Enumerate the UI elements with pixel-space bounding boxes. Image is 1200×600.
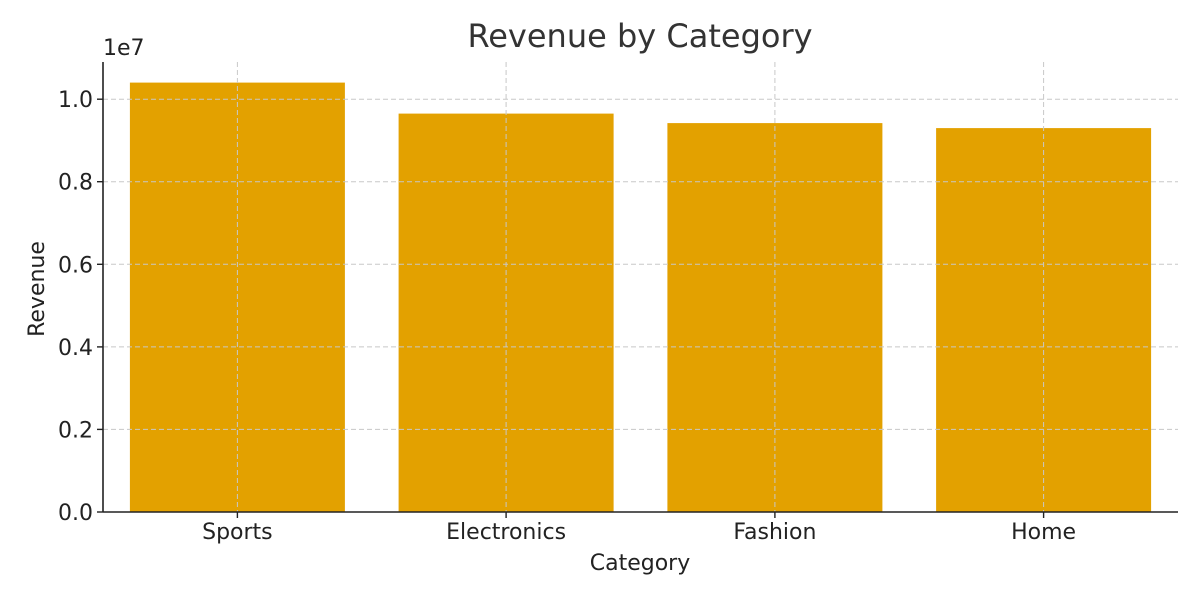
axis-layer <box>102 62 1178 513</box>
x-tick-label-home: Home <box>1011 520 1076 545</box>
y-axis-label: Revenue <box>25 241 50 337</box>
y-tick-label-0: 0.0 <box>58 501 93 526</box>
y-tick-label-3: 0.6 <box>58 253 93 278</box>
grid-layer <box>103 62 1178 512</box>
y-tick-label-4: 0.8 <box>58 171 93 196</box>
y-axis-offset-label: 1e7 <box>103 36 145 61</box>
bar-layer <box>129 82 1152 512</box>
y-tick-label-5: 1.0 <box>58 88 93 113</box>
chart-title: Revenue by Category <box>467 17 812 55</box>
y-tick-label-1: 0.2 <box>58 418 93 443</box>
x-axis-label: Category <box>590 551 691 576</box>
tick-layer: 0.0 0.2 0.4 0.6 0.8 1.0 Sports Electronics Fashi… <box>58 88 1076 545</box>
x-tick-label-fashion: Fashion <box>733 520 816 545</box>
x-tick-label-sports: Sports <box>202 520 273 545</box>
x-tick-label-electronics: Electronics <box>446 520 566 545</box>
y-tick-label-2: 0.4 <box>58 336 93 361</box>
